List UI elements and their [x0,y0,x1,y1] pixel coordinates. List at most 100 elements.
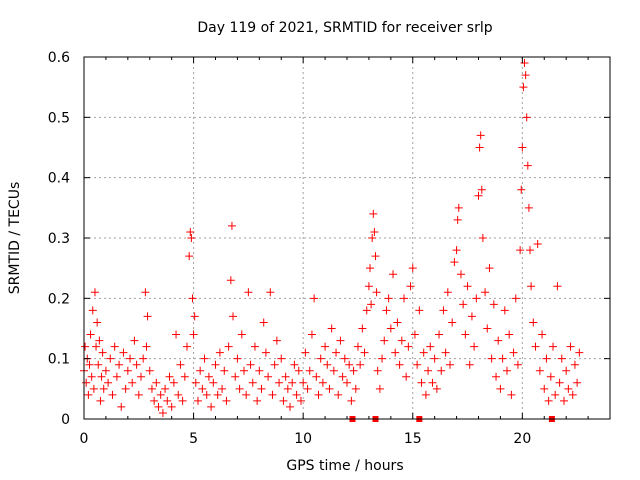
data-point [566,342,575,351]
data-point [134,390,143,399]
data-point [193,396,202,405]
data-point [281,372,290,381]
data-point [316,354,325,363]
data-point [235,384,244,393]
data-point [250,342,259,351]
data-point [150,396,159,405]
x-tick-label: 10 [294,431,312,447]
data-point [275,378,284,387]
data-point [428,378,437,387]
data-point [211,360,220,369]
data-point [474,191,483,200]
data-point [517,185,526,194]
data-point [268,390,277,399]
data-point [378,354,387,363]
data-point [233,354,242,363]
data-point [372,288,381,297]
data-point [325,384,334,393]
data-point [467,312,476,321]
data-point [570,360,579,369]
data-point [481,288,490,297]
data-point [272,336,281,345]
data-point [489,300,498,309]
data-point [356,360,365,369]
data-point [94,360,103,369]
data-point [502,366,511,375]
data-point [142,342,151,351]
data-point [544,396,553,405]
data-point [370,227,379,236]
data-point [85,360,94,369]
data-point [402,372,411,381]
data-point [343,378,351,387]
y-tick-label: 0.1 [48,352,70,368]
data-point [505,330,514,339]
data-point [404,342,413,351]
data-point [299,378,308,387]
data-point [362,306,371,315]
data-point [450,258,459,267]
data-point [154,402,163,411]
data-point [371,252,380,261]
data-point [557,354,566,363]
data-point [522,113,531,122]
data-point [312,372,321,381]
data-point [507,390,516,399]
data-point [546,372,555,381]
data-point [332,348,341,357]
data-point [413,360,422,369]
data-point [406,282,415,291]
data-point [443,288,452,297]
data-point [292,390,301,399]
data-point [246,360,255,369]
data-point [349,366,358,375]
data-points [80,59,584,422]
data-point [575,348,584,357]
data-point [145,366,154,375]
data-point [226,276,235,285]
data-point [136,372,145,381]
data-point [513,360,522,369]
data-point [176,360,185,369]
data-point [98,348,107,357]
data-point [509,348,518,357]
data-point [540,384,549,393]
data-point [559,396,568,405]
data-point [183,342,192,351]
data-point [112,372,121,381]
x-axis-label: GPS time / hours [286,458,403,474]
data-point [96,396,105,405]
data-point [452,246,461,255]
data-point [533,240,542,249]
data-point [483,324,492,333]
data-point [253,396,262,405]
data-point [478,234,487,242]
data-point [307,330,316,339]
data-point [369,209,378,218]
data-point [277,354,286,363]
data-point [340,354,349,363]
data-point [191,378,200,387]
data-point [180,372,189,381]
data-point [375,384,384,393]
data-point [347,396,356,405]
data-point [143,312,152,321]
data-point [200,354,209,363]
data-point [535,366,544,375]
chart-title: Day 119 of 2021, SRMTID for receiver srl… [197,20,492,36]
data-point [310,294,319,303]
data-point [477,185,486,194]
data-point [115,360,124,369]
data-point [521,71,530,80]
data-point [207,402,216,411]
data-point [186,227,195,236]
data-point [494,336,503,345]
ticks [83,56,610,420]
data-point [117,402,126,411]
data-point [529,318,538,327]
data-point [360,348,369,357]
data-point [472,294,481,303]
data-point [463,282,472,291]
data-point [568,390,577,399]
